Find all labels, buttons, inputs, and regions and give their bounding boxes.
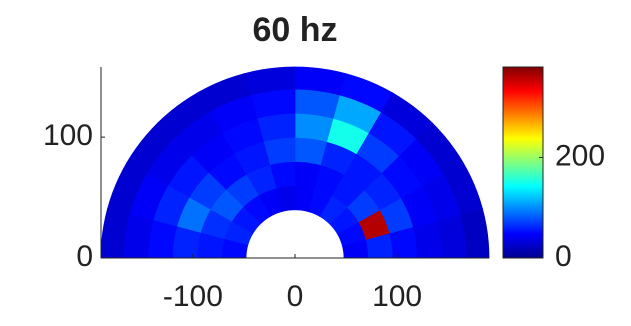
y-tick-label: 100 [43,119,93,152]
heat-cell [256,112,296,142]
x-tick-label: 0 [287,280,304,313]
x-tick-label: 100 [372,280,422,313]
chart-title: 60 hz [252,11,337,49]
x-tick-label: -100 [163,280,223,313]
y-tick-label: 0 [76,240,93,273]
colorbar-tick-label: 200 [555,139,605,172]
heat-cell [147,220,178,259]
heat-cell [294,112,334,142]
colorbar-tick-label: 0 [555,240,572,273]
colorbar [502,66,544,259]
heat-cell [412,220,443,259]
